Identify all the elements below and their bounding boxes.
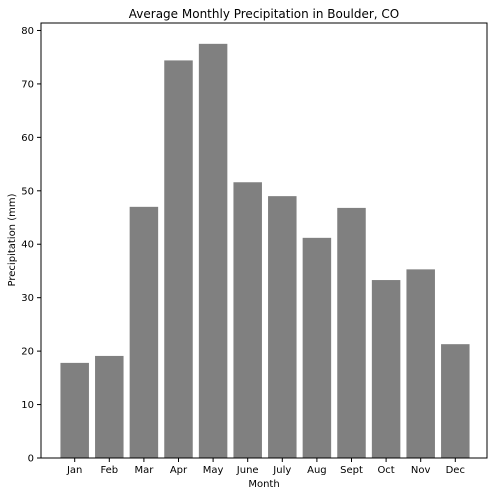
bar-aug — [302, 237, 332, 458]
x-tick-label: July — [272, 465, 291, 476]
bar-july — [268, 196, 297, 458]
y-axis: 0 10 20 30 40 50 60 70 80 — [21, 26, 41, 465]
x-tick-label: Dec — [446, 465, 465, 476]
chart-title: Average Monthly Precipitation in Boulder… — [129, 7, 399, 21]
x-tick-label: Mar — [134, 465, 154, 476]
x-tick-label: May — [203, 465, 224, 476]
bar-feb — [95, 355, 124, 458]
y-tick-label: 20 — [21, 347, 34, 358]
y-axis-title: Precipitation (mm) — [7, 193, 18, 286]
x-axis-title: Month — [248, 479, 279, 490]
bar-oct — [371, 280, 401, 458]
x-axis: Jan Feb Mar Apr May June July Aug Sept Oct Nov Dec — [66, 458, 465, 476]
y-tick-label: 10 — [21, 400, 34, 411]
bars-layer — [60, 43, 470, 459]
y-tick-label: 0 — [28, 454, 34, 465]
x-tick-label: Apr — [170, 465, 188, 476]
x-tick-label: Aug — [307, 465, 327, 476]
bar-sept — [337, 207, 366, 458]
x-tick-label: June — [236, 465, 259, 476]
x-tick-label: Nov — [411, 465, 431, 476]
bar-mar — [129, 206, 159, 458]
bar-jan — [60, 362, 89, 458]
bar-june — [233, 182, 262, 458]
bar-apr — [164, 60, 193, 458]
x-tick-label: Jan — [66, 465, 82, 476]
x-tick-label: Feb — [100, 465, 118, 476]
x-tick-label: Sept — [340, 465, 363, 476]
y-tick-label: 40 — [21, 240, 34, 251]
y-tick-label: 30 — [21, 293, 34, 304]
x-tick-label: Oct — [377, 465, 394, 476]
y-tick-label: 60 — [21, 133, 34, 144]
y-tick-label: 70 — [21, 79, 34, 90]
y-tick-label: 50 — [21, 186, 34, 197]
bar-may — [198, 43, 228, 459]
bar-dec — [441, 344, 470, 458]
plot-frame — [40, 22, 488, 459]
bar-nov — [406, 269, 435, 458]
y-tick-label: 80 — [21, 26, 34, 37]
